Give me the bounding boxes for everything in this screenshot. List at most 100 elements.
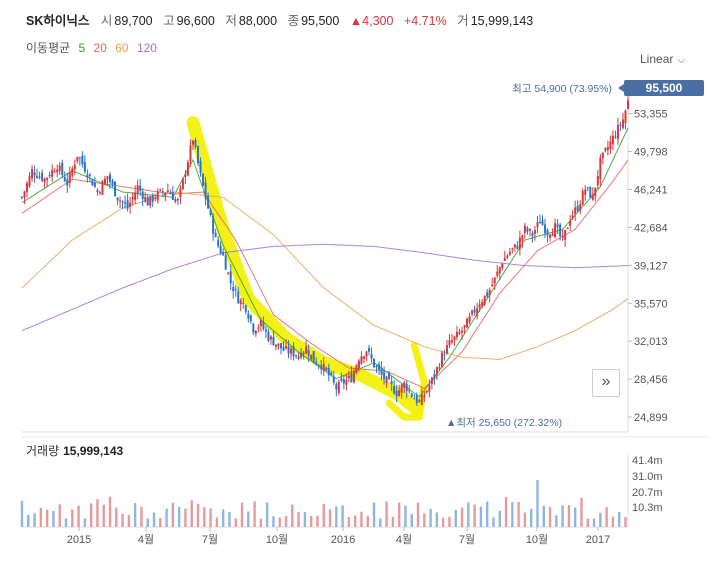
candle-body <box>526 227 529 232</box>
candle-body <box>518 237 521 249</box>
ma-legend-60[interactable]: 60 <box>115 41 129 55</box>
candle-body <box>322 364 325 371</box>
candle-body <box>483 295 486 305</box>
candle-body <box>156 190 159 201</box>
volume-bar <box>492 517 495 527</box>
candle-body <box>591 194 594 200</box>
candle-body <box>131 196 134 200</box>
candle-body <box>538 221 541 224</box>
candle-body <box>410 393 413 397</box>
volume-bar <box>360 511 363 527</box>
candle-body <box>606 147 609 151</box>
volume-bar <box>234 518 237 527</box>
candle-body <box>413 398 416 400</box>
volume-tick-label: 20.7m <box>632 487 663 499</box>
ma-legend: 이동평균 5 20 60 120 <box>26 39 162 56</box>
candle-body <box>468 316 471 323</box>
scroll-latest-button[interactable]: » <box>592 369 620 397</box>
candle-body <box>302 352 305 355</box>
candle-body <box>38 176 41 178</box>
candle-body <box>365 351 368 357</box>
volume-bar <box>159 517 162 527</box>
volume-bar <box>259 518 263 527</box>
volume-bar <box>523 512 527 527</box>
candle-body <box>264 329 267 332</box>
scale-dropdown[interactable]: Linear ⌵ <box>640 52 685 66</box>
close-label: 종 <box>287 14 300 28</box>
candle-body <box>103 178 106 185</box>
volume-bar <box>567 505 571 527</box>
open-label: 시 <box>100 14 113 28</box>
candle-body <box>181 178 184 189</box>
high-label: 고 <box>163 14 175 28</box>
candle-body <box>232 287 235 292</box>
candle-body <box>317 364 320 366</box>
candle-body <box>126 200 129 209</box>
candle-body <box>136 185 139 194</box>
ma-legend-5[interactable]: 5 <box>78 41 86 55</box>
volume-tick-label: 10.3m <box>632 502 663 514</box>
candle-body <box>486 292 489 297</box>
x-tick-label: 2016 <box>331 534 355 546</box>
volume-bar <box>209 508 212 527</box>
volume-bar <box>96 499 99 527</box>
y-tick-label: 49,798 <box>634 146 668 158</box>
candle-body <box>254 330 257 334</box>
ma-legend-20[interactable]: 20 <box>93 41 107 55</box>
volume-bar <box>372 502 376 527</box>
candle-body <box>244 305 247 312</box>
volume-panel-value: 15,999,143 <box>63 444 124 458</box>
candle-body <box>174 199 177 202</box>
candle-body <box>287 346 290 354</box>
volume-bar <box>265 502 269 527</box>
candle-body <box>528 229 531 231</box>
candle-body <box>579 204 582 211</box>
candle-body <box>149 196 152 206</box>
volume-bar <box>71 509 74 527</box>
candle-body <box>252 323 255 333</box>
x-tick-label: 2017 <box>586 534 610 546</box>
candle-body <box>498 267 501 274</box>
candle-body <box>272 336 275 346</box>
current-price-box <box>624 80 704 96</box>
volume-bar <box>605 507 608 527</box>
volume-bar <box>511 502 514 527</box>
candle-body <box>141 191 144 199</box>
candle-body <box>362 356 365 359</box>
candle-body <box>564 229 567 240</box>
volume-bar <box>404 505 407 527</box>
candle-body <box>337 381 340 394</box>
volume-bar <box>366 515 369 527</box>
ma-20-line <box>21 159 629 389</box>
candle-body <box>554 223 557 238</box>
ma-legend-120[interactable]: 120 <box>136 41 157 55</box>
candle-body <box>73 164 76 170</box>
candle-body <box>435 367 438 375</box>
candle-body <box>373 358 376 368</box>
candle-body <box>347 375 350 379</box>
candle-body <box>224 255 227 270</box>
candle-body <box>219 245 222 254</box>
candle-body <box>204 182 207 199</box>
candle-body <box>332 376 335 383</box>
candle-body <box>179 188 182 198</box>
candle-body <box>476 308 479 316</box>
candle-body <box>616 124 619 140</box>
candle-body <box>627 100 629 110</box>
candle-body <box>48 174 51 177</box>
candle-body <box>239 300 242 305</box>
volume-bar <box>83 518 87 527</box>
volume-tick-label: 31.0m <box>632 471 663 483</box>
high-annotation: 최고 54,900 (73.95%) <box>512 83 612 95</box>
candle-body <box>503 258 506 261</box>
candle-body <box>121 201 124 203</box>
candle-body <box>335 384 338 390</box>
candle-body <box>327 368 330 376</box>
candle-body <box>234 289 237 291</box>
change-value: ▲4,300 <box>349 14 394 28</box>
candle-body <box>83 161 86 172</box>
candle-body <box>53 171 56 173</box>
candle-body <box>43 178 46 182</box>
candle-body <box>352 371 355 383</box>
